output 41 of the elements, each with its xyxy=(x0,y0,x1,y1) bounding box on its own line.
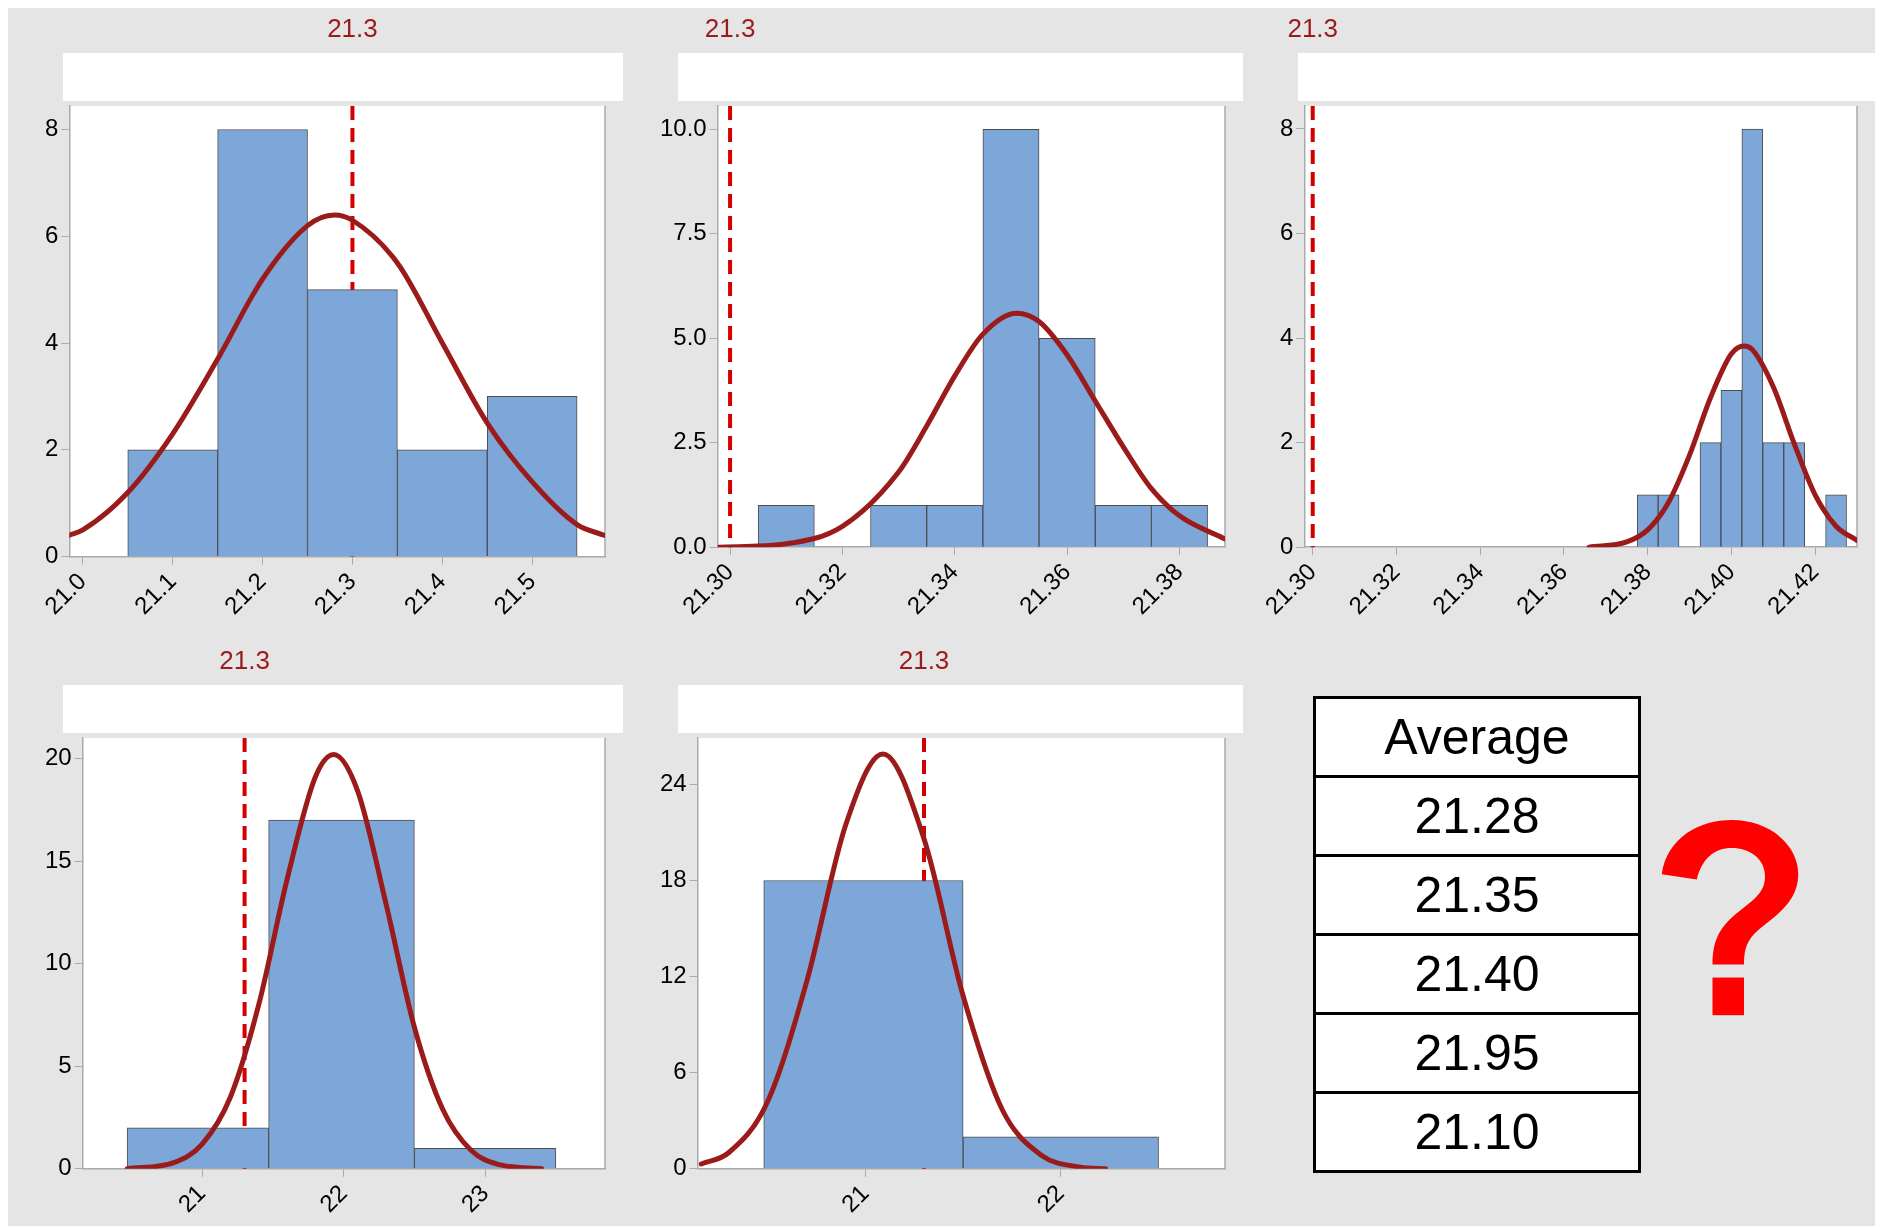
y-tick-label: 0.0 xyxy=(673,531,707,559)
ref-line-label: 21.3 xyxy=(219,645,270,676)
y-tick-label: 5 xyxy=(58,1050,72,1078)
y-tick-label: 10 xyxy=(44,948,72,976)
y-tick-label: 5.0 xyxy=(673,322,707,350)
x-tick-label: 22 xyxy=(313,1179,352,1218)
text: 21.10 xyxy=(1316,1091,1638,1170)
x-tick-label: 22 xyxy=(1031,1179,1070,1218)
text: 21.95 xyxy=(1316,1012,1638,1091)
y-tick-label: 6 xyxy=(673,1057,687,1085)
ref-line-label: 21.3 xyxy=(704,13,756,44)
y-tick-label: 2 xyxy=(44,434,59,462)
y-tick-label: 12 xyxy=(659,961,687,989)
y-tick-label: 4 xyxy=(1279,322,1294,350)
y-tick-label: 8 xyxy=(44,114,59,142)
y-tick-label: 0 xyxy=(58,1153,72,1181)
y-tick-label: 6 xyxy=(44,220,59,248)
y-tick-label: 4 xyxy=(44,327,59,355)
y-tick-label: 20 xyxy=(44,743,72,771)
y-tick-label: 2 xyxy=(1279,427,1294,455)
y-tick-label: 0 xyxy=(673,1153,687,1181)
y-tick-label: 2.5 xyxy=(673,427,707,455)
y-tick-label: 0 xyxy=(44,541,59,569)
ref-line-label: 21.3 xyxy=(327,13,378,44)
y-tick-label: 10.0 xyxy=(659,114,707,142)
y-tick-label: 7.5 xyxy=(673,218,707,246)
text: 21.28 xyxy=(1316,775,1638,854)
text: Average xyxy=(1316,696,1638,775)
x-tick-label: 23 xyxy=(455,1179,494,1218)
y-tick-label: 0 xyxy=(1279,531,1294,559)
x-tick-label: 21 xyxy=(172,1179,211,1218)
ref-line-label: 21.3 xyxy=(1287,13,1339,44)
y-tick-label: 18 xyxy=(659,865,687,893)
y-tick-label: 24 xyxy=(659,769,687,797)
y-tick-label: 15 xyxy=(44,845,72,873)
x-tick-label: 21 xyxy=(835,1179,874,1218)
y-tick-label: 6 xyxy=(1279,218,1294,246)
ref-line-label: 21.3 xyxy=(898,645,950,676)
text: 21.35 xyxy=(1316,854,1638,933)
text: 21.40 xyxy=(1316,933,1638,1012)
y-tick-label: 8 xyxy=(1279,113,1294,141)
